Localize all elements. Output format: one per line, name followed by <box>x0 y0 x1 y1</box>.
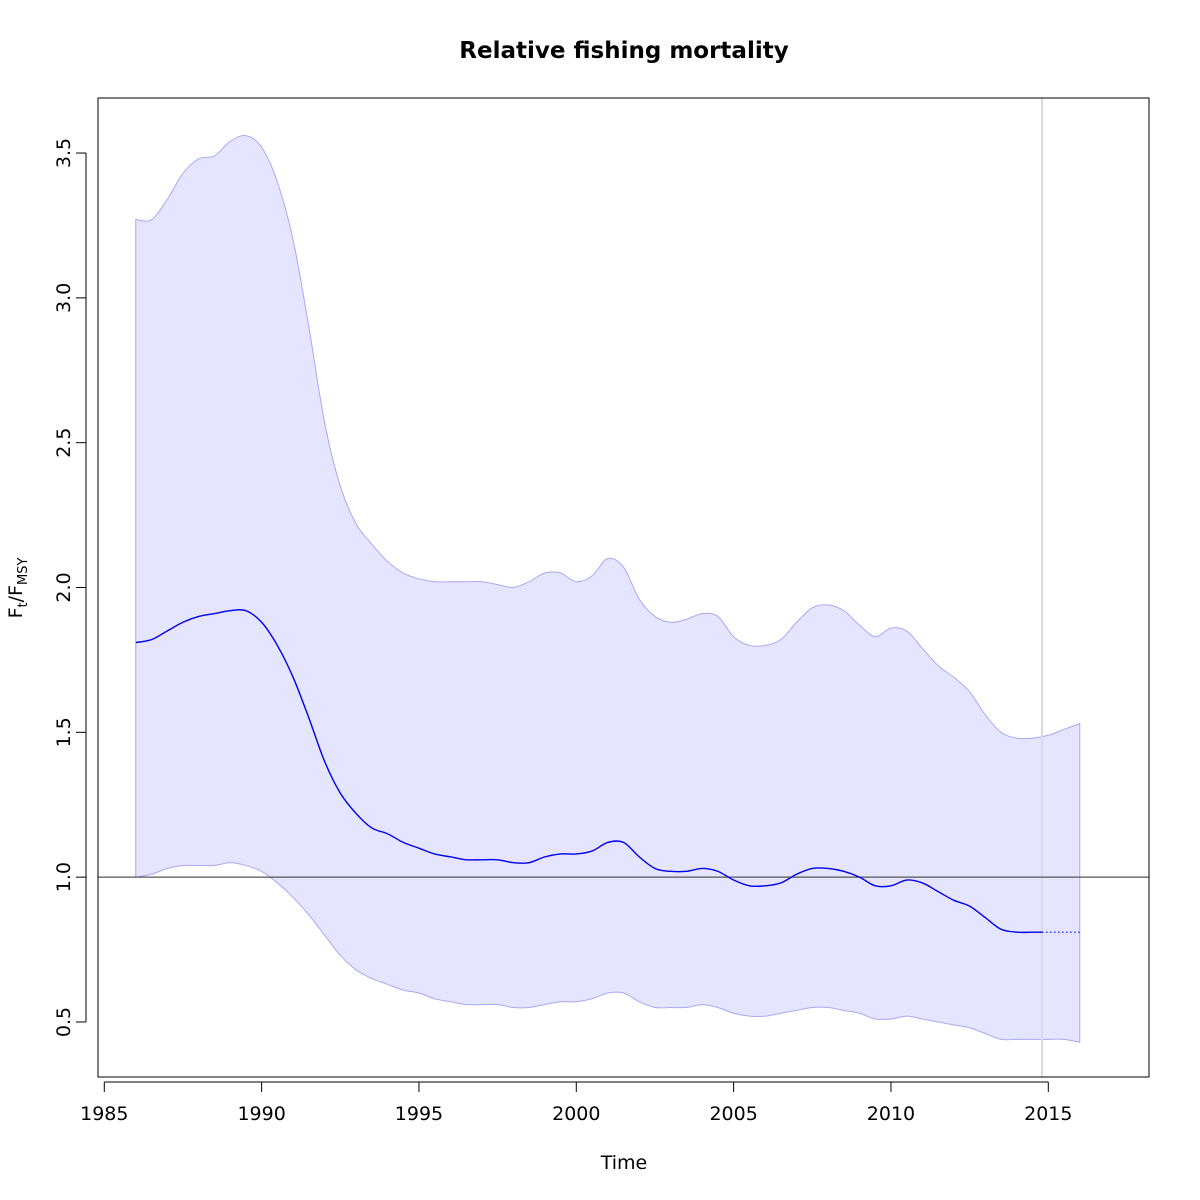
x-tick-label: 1995 <box>395 1103 443 1125</box>
y-label-base-2: F <box>5 585 27 596</box>
y-axis-label: Ft/FMSY <box>5 558 31 619</box>
plot-frame <box>97 97 1150 1078</box>
x-tick-label: 2010 <box>867 1103 915 1125</box>
y-label-separator: / <box>5 595 27 602</box>
x-axis-label: Time <box>600 1152 648 1174</box>
y-tick-label: 1.5 <box>53 717 75 747</box>
x-tick-label: 2000 <box>552 1103 600 1125</box>
x-tick-label: 2005 <box>709 1103 757 1125</box>
y-tick-label: 1.0 <box>53 862 75 892</box>
confidence-band <box>135 134 1081 1043</box>
x-tick-label: 2015 <box>1024 1103 1072 1125</box>
chart-title: Relative fishing mortality <box>459 38 788 64</box>
x-axis: 1985 1990 1995 2000 2005 2010 2015 <box>80 1081 1072 1125</box>
y-tick-label: 2.0 <box>53 572 75 602</box>
y-tick-label: 3.0 <box>53 283 75 313</box>
x-tick-label: 1990 <box>237 1103 285 1125</box>
x-tick-label: 1985 <box>80 1103 128 1125</box>
y-label-sub-1: t <box>16 602 31 607</box>
y-axis: 0.5 1.0 1.5 2.0 2.5 3.0 3.5 <box>53 138 87 1037</box>
y-tick-label: 3.5 <box>53 138 75 168</box>
series-line-estimate <box>135 608 1043 934</box>
y-tick-label: 2.5 <box>53 428 75 458</box>
y-label-sub-2: MSY <box>16 558 31 585</box>
y-tick-label: 0.5 <box>53 1007 75 1037</box>
plot-area <box>98 98 1149 1077</box>
y-label-base-1: F <box>5 607 27 618</box>
